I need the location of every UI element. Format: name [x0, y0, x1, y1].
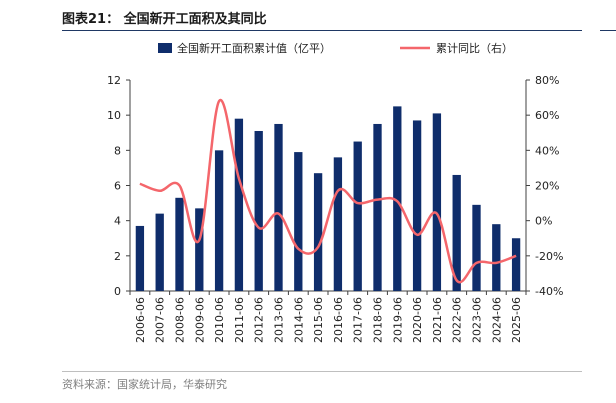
x-tick-label: 2020-06 — [411, 297, 424, 343]
legend-label-bar: 全国新开工面积累计值（亿平） — [177, 41, 331, 55]
left-tick-label: 6 — [114, 180, 121, 193]
left-tick-label: 10 — [107, 109, 121, 122]
x-tick-label: 2011-06 — [233, 297, 246, 343]
x-tick-label: 2015-06 — [312, 297, 325, 343]
x-tick-label: 2008-06 — [174, 297, 187, 343]
bar-2009-06 — [195, 208, 204, 291]
left-tick-label: 12 — [107, 74, 121, 87]
left-tick-label: 2 — [114, 250, 121, 263]
x-tick-label: 2010-06 — [213, 297, 226, 343]
right-tick-label: -40% — [535, 285, 563, 298]
bar-2012-06 — [254, 130, 263, 291]
right-tick-label: -20% — [535, 250, 563, 263]
x-tick-label: 2009-06 — [193, 297, 206, 343]
source-divider — [62, 371, 582, 372]
right-tick-label: 40% — [535, 144, 559, 157]
bar-2019-06 — [393, 106, 402, 291]
x-tick-label: 2019-06 — [391, 297, 404, 343]
bar-2008-06 — [175, 197, 184, 291]
x-tick-label: 2022-06 — [451, 297, 464, 343]
x-tick-label: 2025-06 — [510, 297, 523, 343]
x-tick-label: 2018-06 — [372, 297, 385, 343]
bar-2006-06 — [135, 225, 145, 291]
x-tick-label: 2012-06 — [253, 297, 266, 343]
bar-2013-06 — [274, 123, 283, 291]
left-tick-label: 0 — [114, 285, 121, 298]
legend-label-line: 累计同比（右） — [436, 41, 513, 55]
right-tick-label: 0% — [535, 215, 552, 228]
bar-2007-06 — [155, 213, 164, 291]
title-underline — [62, 30, 582, 31]
left-tick-label: 4 — [114, 215, 121, 228]
bar-2018-06 — [373, 123, 382, 291]
bar-2014-06 — [294, 152, 303, 291]
x-tick-label: 2007-06 — [154, 297, 167, 343]
combo-chart: 全国新开工面积累计值（亿平） 累计同比（右） 0 2 4 6 8 10 12 -40% -20%… — [107, 41, 563, 343]
bar-2024-06 — [492, 224, 501, 291]
left-tick-label: 8 — [114, 144, 121, 157]
bar-2022-06 — [452, 174, 461, 291]
x-tick-label: 2006-06 — [134, 297, 147, 343]
right-tick-label: 80% — [535, 74, 559, 87]
chart-title: 图表21： 全国新开工面积及其同比 — [62, 12, 267, 27]
x-tick-label: 2013-06 — [273, 297, 286, 343]
bar-2023-06 — [472, 204, 481, 291]
bar-2020-06 — [412, 120, 422, 291]
bar-2015-06 — [313, 173, 323, 291]
bar-2025-06 — [511, 238, 521, 291]
adjacent-panel-rule — [600, 30, 616, 31]
bar-2021-06 — [432, 113, 442, 292]
legend: 全国新开工面积累计值（亿平） 累计同比（右） — [158, 41, 513, 55]
x-tick-label: 2017-06 — [352, 297, 365, 343]
bar-2011-06 — [234, 118, 244, 291]
x-tick-label: 2016-06 — [332, 297, 345, 343]
bar-2017-06 — [353, 141, 362, 291]
x-tick-label: 2024-06 — [490, 297, 503, 343]
x-tick-label: 2023-06 — [471, 297, 484, 343]
right-tick-label: 20% — [535, 180, 559, 193]
source-note: 资料来源：国家统计局，华泰研究 — [62, 378, 227, 391]
x-tick-label: 2021-06 — [431, 297, 444, 343]
bar-2010-06 — [214, 150, 224, 291]
x-tick-label: 2014-06 — [292, 297, 305, 343]
right-tick-label: 60% — [535, 109, 559, 122]
legend-swatch-bar — [158, 43, 172, 53]
bar-2016-06 — [333, 157, 343, 291]
plot-area: 0 2 4 6 8 10 12 -40% -20% 0% 20% 40% 60% 80% 2006-06 20… — [107, 74, 563, 343]
